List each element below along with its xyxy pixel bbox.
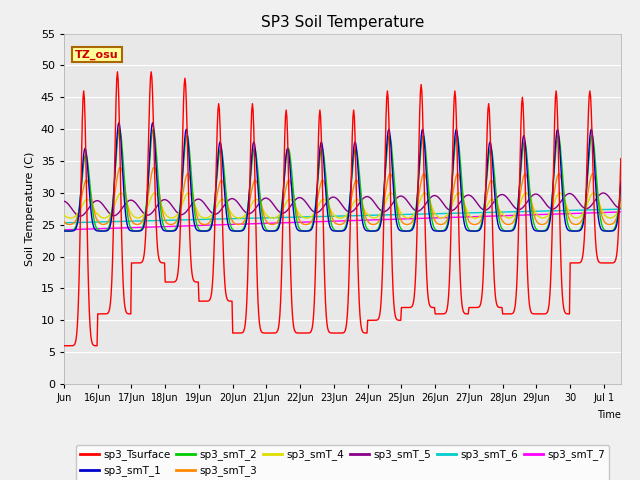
sp3_smT_1: [503, 228, 511, 234]
Text: Time: Time: [597, 410, 621, 420]
sp3_Tsurface: [82, 151, 90, 156]
sp3_smT_3: [82, 178, 90, 183]
sp3_smT_4: [82, 197, 90, 203]
Line: sp3_smT_4: sp3_smT_4: [64, 193, 621, 218]
sp3_smT_1: [602, 228, 609, 234]
sp3_smT_6: [81, 219, 89, 225]
sp3_smT_6: [502, 209, 509, 215]
sp3_Tsurface: [132, 260, 140, 266]
sp3_smT_4: [602, 213, 609, 218]
sp3_smT_2: [65, 228, 73, 234]
Line: sp3_smT_3: sp3_smT_3: [64, 168, 621, 225]
sp3_smT_5: [76, 213, 84, 219]
sp3_smT_4: [255, 199, 262, 204]
Line: sp3_Tsurface: sp3_Tsurface: [64, 72, 621, 346]
Line: sp3_smT_1: sp3_smT_1: [64, 123, 621, 231]
sp3_smT_5: [60, 198, 68, 204]
sp3_smT_2: [82, 152, 90, 157]
sp3_smT_4: [67, 215, 74, 221]
sp3_smT_3: [60, 218, 68, 224]
sp3_smT_6: [60, 220, 68, 226]
sp3_smT_3: [116, 165, 124, 170]
sp3_smT_2: [445, 210, 453, 216]
Text: TZ_osu: TZ_osu: [75, 49, 119, 60]
sp3_smT_1: [82, 147, 90, 153]
sp3_smT_7: [502, 213, 509, 218]
sp3_smT_3: [503, 221, 511, 227]
sp3_smT_3: [602, 220, 609, 226]
sp3_smT_1: [445, 215, 453, 220]
Line: sp3_smT_6: sp3_smT_6: [64, 209, 621, 223]
sp3_smT_7: [253, 221, 261, 227]
sp3_smT_6: [600, 207, 608, 213]
sp3_smT_6: [253, 215, 261, 221]
sp3_smT_6: [617, 206, 625, 212]
sp3_smT_5: [502, 194, 510, 200]
sp3_smT_2: [617, 180, 625, 186]
sp3_smT_1: [60, 228, 68, 234]
sp3_smT_3: [255, 187, 262, 193]
Y-axis label: Soil Temperature (C): Soil Temperature (C): [26, 152, 35, 266]
sp3_smT_2: [503, 228, 511, 234]
sp3_smT_4: [503, 215, 511, 220]
sp3_smT_7: [600, 210, 608, 216]
sp3_smT_4: [132, 215, 140, 220]
Line: sp3_smT_2: sp3_smT_2: [64, 129, 621, 231]
sp3_smT_5: [617, 205, 625, 211]
Title: SP3 Soil Temperature: SP3 Soil Temperature: [260, 15, 424, 30]
sp3_smT_5: [82, 209, 90, 215]
sp3_Tsurface: [113, 69, 121, 75]
sp3_Tsurface: [617, 156, 625, 161]
sp3_smT_2: [602, 228, 609, 233]
sp3_smT_2: [255, 178, 262, 184]
sp3_smT_1: [115, 120, 123, 126]
sp3_smT_5: [602, 191, 609, 196]
Legend: sp3_Tsurface, sp3_smT_1, sp3_smT_2, sp3_smT_3, sp3_smT_4, sp3_smT_5, sp3_smT_6, : sp3_Tsurface, sp3_smT_1, sp3_smT_2, sp3_…: [76, 445, 609, 480]
sp3_smT_4: [117, 190, 125, 196]
sp3_smT_1: [617, 179, 625, 184]
sp3_smT_3: [445, 210, 453, 216]
sp3_Tsurface: [445, 281, 453, 287]
sp3_smT_4: [445, 209, 453, 215]
sp3_smT_4: [617, 202, 625, 208]
sp3_smT_7: [617, 209, 625, 215]
sp3_smT_2: [132, 228, 140, 234]
sp3_smT_6: [444, 211, 452, 216]
Line: sp3_smT_7: sp3_smT_7: [64, 212, 621, 230]
sp3_smT_7: [60, 227, 68, 233]
sp3_smT_1: [132, 228, 140, 234]
sp3_smT_7: [131, 225, 138, 230]
sp3_smT_3: [66, 222, 74, 228]
sp3_Tsurface: [503, 311, 511, 317]
sp3_smT_3: [132, 221, 140, 227]
Line: sp3_smT_5: sp3_smT_5: [64, 193, 621, 216]
sp3_Tsurface: [60, 343, 68, 348]
sp3_smT_5: [600, 190, 607, 196]
sp3_smT_5: [131, 200, 139, 205]
sp3_smT_4: [60, 212, 68, 218]
sp3_Tsurface: [255, 312, 262, 318]
sp3_smT_7: [444, 215, 452, 220]
sp3_Tsurface: [63, 343, 70, 348]
sp3_smT_1: [65, 228, 72, 234]
sp3_smT_5: [445, 207, 452, 213]
sp3_Tsurface: [602, 260, 609, 266]
sp3_smT_2: [60, 227, 68, 233]
sp3_smT_6: [131, 218, 138, 224]
sp3_smT_2: [116, 126, 124, 132]
sp3_smT_5: [254, 202, 262, 208]
sp3_smT_1: [255, 195, 262, 201]
sp3_smT_7: [81, 226, 89, 232]
sp3_smT_3: [617, 195, 625, 201]
